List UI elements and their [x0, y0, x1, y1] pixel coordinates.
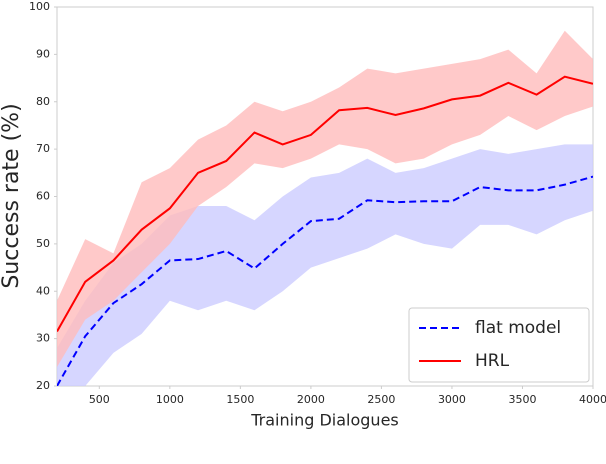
series-line [57, 75, 593, 333]
y-tick-label: 70 [36, 142, 50, 155]
y-tick-label: 60 [36, 190, 50, 203]
x-tick-label: 1500 [226, 393, 254, 406]
y-tick-label: 20 [36, 379, 50, 392]
y-tick-label: 50 [36, 237, 50, 250]
legend-box [408, 307, 590, 383]
bands [57, 30, 593, 386]
x-tick-label: 2500 [367, 393, 395, 406]
legend: flat model HRL [408, 307, 590, 383]
y-tick-label: 100 [29, 0, 50, 13]
legend-label: flat model [475, 318, 561, 338]
y-tick-label: 30 [36, 332, 50, 345]
x-tick-label: 4000 [579, 393, 606, 406]
y-axis-label: Success rate (%) [0, 103, 24, 288]
band [57, 30, 593, 368]
x-tick-label: 1000 [156, 393, 184, 406]
x-tick-label: 3000 [438, 393, 466, 406]
lines [57, 75, 593, 386]
y-tick-label: 90 [36, 47, 50, 60]
legend-label: HRL [475, 351, 510, 371]
x-tick-label: 3500 [508, 393, 536, 406]
x-tick-label: 500 [89, 393, 110, 406]
y-tick-label: 40 [36, 284, 50, 297]
x-axis-label: Training Dialogues [250, 411, 399, 430]
y-tick-label: 80 [36, 95, 50, 108]
x-tick-label: 2000 [297, 393, 325, 406]
band [57, 144, 593, 386]
